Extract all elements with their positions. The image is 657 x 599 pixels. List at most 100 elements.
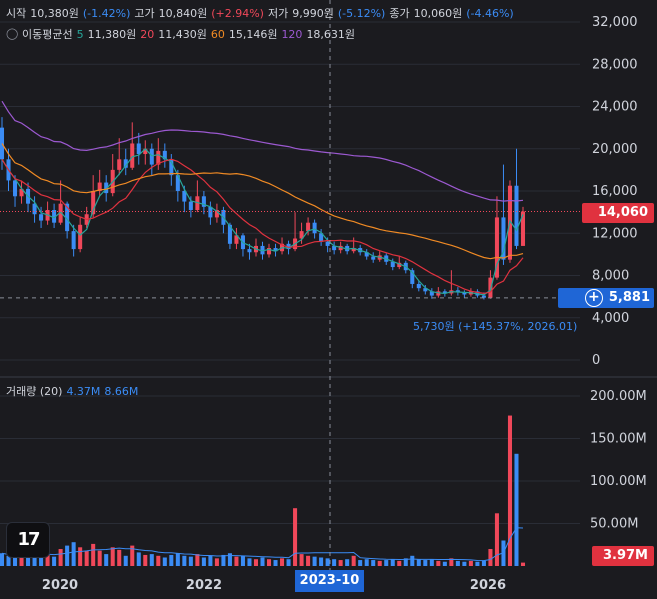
volume-bar xyxy=(520,562,526,566)
volume-bar xyxy=(0,553,5,566)
volume-tick-label: 100.00M xyxy=(590,474,647,489)
volume-bar xyxy=(123,555,128,566)
volume-bar xyxy=(188,556,193,566)
open-label: 시작 xyxy=(6,7,27,20)
add-alert-icon[interactable]: + xyxy=(584,288,603,307)
price-tick-label: 4,000 xyxy=(592,311,629,326)
crosshair-price-badge[interactable]: +5,881 xyxy=(558,288,654,308)
volume-bar xyxy=(345,559,350,566)
volume-bar xyxy=(84,550,89,566)
candle-body xyxy=(117,159,122,170)
price-tick-label: 16,000 xyxy=(592,184,638,199)
candle-body xyxy=(19,188,24,197)
ma60-value: 15,146원 xyxy=(228,28,278,41)
candle-body xyxy=(97,182,102,191)
volume-bar xyxy=(488,549,493,566)
volume-bar xyxy=(253,559,259,566)
price-tick-label: 20,000 xyxy=(592,142,638,157)
ma20-value: 11,430원 xyxy=(158,28,207,41)
ma120-period: 120 xyxy=(281,27,303,41)
candle-body xyxy=(201,196,206,207)
candle-body xyxy=(488,277,493,298)
candle-body xyxy=(65,203,70,232)
candle-body xyxy=(149,148,154,165)
ma120-value: 18,631원 xyxy=(306,28,356,41)
candle-body xyxy=(494,217,499,278)
volume-bar xyxy=(286,559,291,566)
candle-body xyxy=(286,243,291,250)
ma5-value: 11,380원 xyxy=(87,28,137,41)
low-change: (-5.12%) xyxy=(337,6,386,20)
volume-bar xyxy=(319,557,324,566)
volume-bar xyxy=(351,555,356,566)
candle-body xyxy=(208,206,213,218)
candle-body xyxy=(501,217,506,260)
candle-body xyxy=(312,222,317,234)
price-tick-label: 32,000 xyxy=(592,15,638,30)
volume-bar xyxy=(156,555,161,566)
volume-bar xyxy=(423,560,428,566)
candle-body xyxy=(423,288,428,292)
volume-bar xyxy=(201,557,206,566)
volume-bar xyxy=(260,557,265,566)
volume-bar xyxy=(143,554,148,566)
volume-bar xyxy=(214,558,219,566)
candle-body xyxy=(520,211,526,246)
candle-body xyxy=(416,283,421,289)
volume-bar xyxy=(52,556,57,566)
low-annotation: 5,730원 (+145.37%, 2026.01) xyxy=(413,320,578,333)
candle-body xyxy=(338,245,343,251)
ma20-period: 20 xyxy=(140,27,155,41)
candle-body xyxy=(156,150,161,165)
tradingview-logo[interactable]: 17 xyxy=(6,522,50,558)
price-tick-label: 12,000 xyxy=(592,226,638,241)
ma20-line xyxy=(1,158,524,295)
volume-tick-label: 150.00M xyxy=(590,432,647,447)
last-volume-badge: 3.97M xyxy=(592,546,654,566)
candle-body xyxy=(136,143,141,155)
volume-bar xyxy=(397,560,402,566)
volume-bar xyxy=(175,553,180,566)
candle-body xyxy=(481,295,486,298)
volume-bar xyxy=(104,554,109,566)
volume-bar xyxy=(227,553,232,566)
close-label: 종가 xyxy=(389,7,410,20)
open-value: 10,380원 xyxy=(30,7,79,20)
candle-body xyxy=(266,248,272,255)
volume-bar xyxy=(429,559,434,566)
time-tick-label: 2022 xyxy=(186,578,222,593)
crosshair-price-value: 5,881 xyxy=(608,290,650,305)
candle-body xyxy=(0,127,5,160)
candle-body xyxy=(436,291,441,296)
visibility-eye-icon[interactable]: ◯ xyxy=(6,27,19,40)
volume-bar xyxy=(97,550,102,566)
candle-body xyxy=(442,291,447,294)
candle-body xyxy=(273,248,278,252)
volume-bar xyxy=(136,552,141,566)
volume-bar xyxy=(436,560,441,566)
crosshair-time-badge: 2023-10 xyxy=(295,570,364,592)
volume-bar xyxy=(169,554,174,566)
candle-body xyxy=(410,270,415,284)
candle-body xyxy=(227,224,232,244)
volume-bar xyxy=(332,559,337,566)
volume-tick-label: 200.00M xyxy=(590,389,647,404)
price-tick-label: 0 xyxy=(592,353,600,368)
volume-bar xyxy=(182,555,187,566)
volume-bar xyxy=(507,415,512,566)
low-value: 9,990원 xyxy=(292,7,334,20)
volume-bar xyxy=(293,508,298,566)
volume-bar xyxy=(149,554,154,566)
volume-bar xyxy=(117,549,122,566)
candle-body xyxy=(182,191,187,202)
candle-body xyxy=(71,231,76,250)
close-change: (-4.46%) xyxy=(466,6,514,20)
candle-body xyxy=(214,210,219,218)
volume-bar xyxy=(384,560,389,566)
candle-body xyxy=(130,143,135,168)
candle-body xyxy=(306,222,311,232)
volume-bar xyxy=(403,558,408,566)
